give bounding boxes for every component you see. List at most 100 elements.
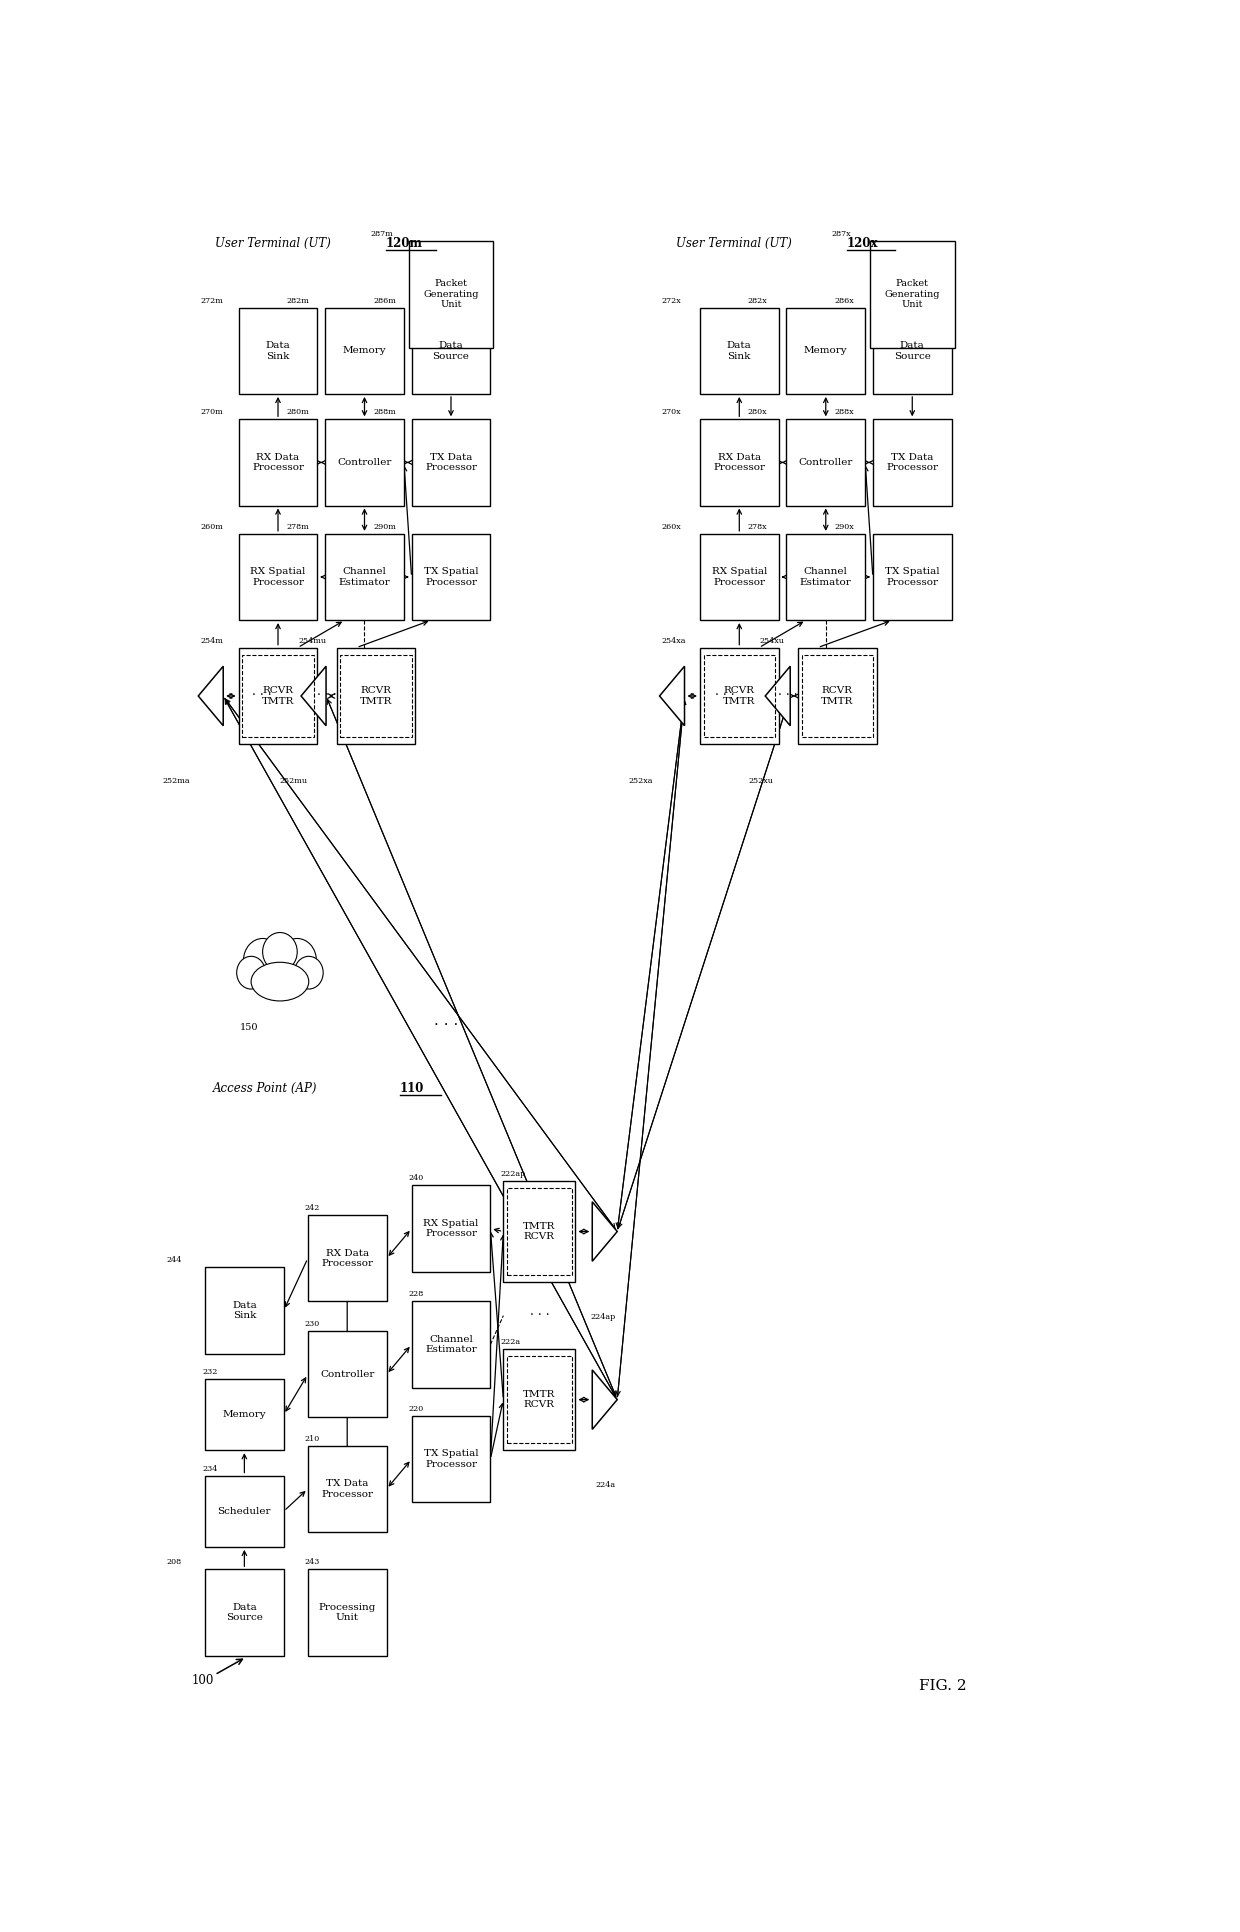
- Text: 270m: 270m: [200, 408, 223, 415]
- Text: Controller: Controller: [799, 458, 853, 468]
- Text: Memory: Memory: [804, 346, 848, 355]
- Text: 252mu: 252mu: [280, 777, 308, 784]
- Text: Data
Source: Data Source: [226, 1604, 263, 1623]
- Text: 286m: 286m: [373, 298, 396, 305]
- Text: Memory: Memory: [222, 1410, 267, 1418]
- Bar: [308, 1445, 387, 1532]
- Text: Data
Source: Data Source: [894, 342, 931, 361]
- Text: 120m: 120m: [386, 238, 423, 249]
- Ellipse shape: [278, 939, 316, 983]
- Polygon shape: [660, 667, 684, 726]
- Text: · · ·: · · ·: [434, 1018, 459, 1032]
- Text: Controller: Controller: [320, 1370, 374, 1379]
- Text: · · ·: · · ·: [779, 690, 799, 703]
- Text: 224ap: 224ap: [590, 1312, 615, 1321]
- Ellipse shape: [237, 956, 265, 989]
- Bar: [503, 1349, 575, 1451]
- Text: Access Point (AP): Access Point (AP): [213, 1082, 325, 1095]
- Ellipse shape: [263, 933, 298, 972]
- Bar: [786, 419, 866, 506]
- Text: 272m: 272m: [200, 298, 223, 305]
- Bar: [238, 419, 317, 506]
- Ellipse shape: [294, 956, 324, 989]
- Text: 254xu: 254xu: [759, 638, 785, 645]
- Text: RX Data
Processor: RX Data Processor: [321, 1248, 373, 1267]
- Text: 287m: 287m: [371, 230, 393, 238]
- Text: TX Spatial
Processor: TX Spatial Processor: [885, 568, 940, 587]
- Text: 110: 110: [401, 1082, 424, 1095]
- Bar: [243, 655, 314, 736]
- Text: 280m: 280m: [286, 408, 310, 415]
- Text: 252ma: 252ma: [162, 777, 190, 784]
- Text: User Terminal (UT): User Terminal (UT): [676, 238, 800, 249]
- Text: 288m: 288m: [373, 408, 396, 415]
- Text: 282x: 282x: [748, 298, 768, 305]
- Bar: [325, 307, 404, 394]
- Text: · · ·: · · ·: [317, 690, 337, 703]
- Text: 208: 208: [166, 1559, 181, 1567]
- Bar: [786, 533, 866, 620]
- Text: 290x: 290x: [835, 524, 854, 531]
- Text: 254mu: 254mu: [298, 638, 326, 645]
- Bar: [503, 1180, 575, 1283]
- Text: 244: 244: [166, 1256, 182, 1264]
- Bar: [507, 1188, 572, 1275]
- Bar: [308, 1331, 387, 1418]
- Polygon shape: [301, 667, 326, 726]
- Text: Channel
Estimator: Channel Estimator: [800, 568, 852, 587]
- Bar: [341, 655, 412, 736]
- Bar: [704, 655, 775, 736]
- Bar: [308, 1569, 387, 1656]
- Text: Processing
Unit: Processing Unit: [319, 1604, 376, 1623]
- Text: RX Data
Processor: RX Data Processor: [252, 452, 304, 471]
- Bar: [412, 1416, 490, 1503]
- Bar: [786, 307, 866, 394]
- Text: 272x: 272x: [661, 298, 681, 305]
- Text: 222ap: 222ap: [501, 1171, 526, 1179]
- Bar: [238, 533, 317, 620]
- Bar: [699, 419, 779, 506]
- Bar: [797, 647, 877, 744]
- Text: TMTR
RCVR: TMTR RCVR: [523, 1221, 556, 1240]
- Text: TX Data
Processor: TX Data Processor: [425, 452, 477, 471]
- Polygon shape: [198, 667, 223, 726]
- Text: 254m: 254m: [200, 638, 223, 645]
- Text: Memory: Memory: [342, 346, 387, 355]
- Text: 228: 228: [409, 1291, 424, 1298]
- Text: RCVR
TMTR: RCVR TMTR: [821, 686, 853, 705]
- Bar: [412, 1302, 490, 1387]
- Text: RX Spatial
Processor: RX Spatial Processor: [423, 1219, 479, 1238]
- Polygon shape: [765, 667, 790, 726]
- Text: 286x: 286x: [835, 298, 854, 305]
- Text: Data
Source: Data Source: [433, 342, 470, 361]
- Bar: [336, 647, 415, 744]
- Text: 252xu: 252xu: [749, 777, 774, 784]
- Ellipse shape: [250, 962, 309, 1001]
- Text: TX Data
Processor: TX Data Processor: [321, 1480, 373, 1499]
- Text: Packet
Generating
Unit: Packet Generating Unit: [884, 280, 940, 309]
- Text: 240: 240: [409, 1175, 424, 1182]
- Text: RX Spatial
Processor: RX Spatial Processor: [250, 568, 306, 587]
- Bar: [412, 419, 490, 506]
- Bar: [802, 655, 873, 736]
- Text: · · ·: · · ·: [252, 690, 272, 703]
- Text: 252xa: 252xa: [629, 777, 653, 784]
- Text: RCVR
TMTR: RCVR TMTR: [723, 686, 755, 705]
- Bar: [238, 647, 317, 744]
- Text: 288x: 288x: [835, 408, 854, 415]
- Bar: [412, 533, 490, 620]
- Text: 230: 230: [305, 1320, 320, 1327]
- Bar: [873, 533, 951, 620]
- Text: RX Spatial
Processor: RX Spatial Processor: [712, 568, 768, 587]
- Bar: [699, 533, 779, 620]
- Text: · · ·: · · ·: [529, 1310, 549, 1321]
- Polygon shape: [593, 1370, 618, 1430]
- Text: 120x: 120x: [847, 238, 878, 249]
- Bar: [873, 419, 951, 506]
- Text: 278x: 278x: [748, 524, 768, 531]
- Text: 100: 100: [191, 1673, 213, 1687]
- Text: TX Spatial
Processor: TX Spatial Processor: [424, 1449, 479, 1468]
- Text: User Terminal (UT): User Terminal (UT): [215, 238, 339, 249]
- Text: 290m: 290m: [373, 524, 396, 531]
- Text: Controller: Controller: [337, 458, 392, 468]
